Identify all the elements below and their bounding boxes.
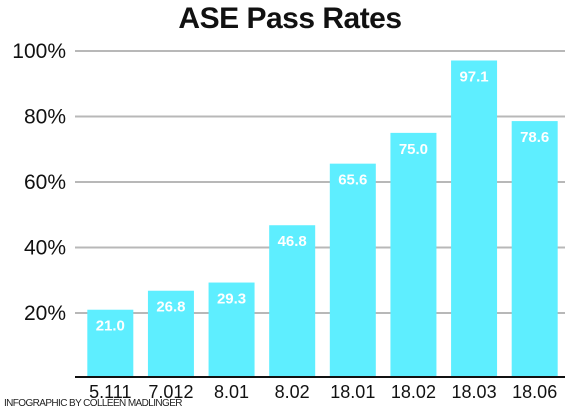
data-label: 75.0 [399, 141, 428, 158]
data-label: 26.8 [156, 299, 185, 316]
bar [87, 309, 134, 377]
data-label: 21.0 [96, 318, 125, 335]
y-axis-ticks: 20% 40% 60% 80% 100% [12, 40, 66, 325]
x-tick-label: 8.02 [275, 382, 310, 402]
bar [147, 290, 194, 377]
bar [329, 163, 376, 377]
chart-title: ASE Pass Rates [178, 2, 402, 35]
y-tick-label: 80% [24, 106, 66, 129]
bar [451, 60, 498, 378]
y-tick-label: 40% [24, 237, 66, 260]
y-tick-label: 20% [24, 302, 66, 325]
x-tick-label: 18.06 [512, 382, 557, 402]
data-label: 97.1 [459, 68, 488, 85]
x-tick-label: 18.02 [391, 382, 436, 402]
x-tick-label: 8.01 [214, 382, 249, 402]
data-label: 65.6 [338, 172, 367, 189]
y-tick-label: 100% [12, 40, 66, 63]
bar [390, 132, 437, 377]
x-tick-label: 18.01 [330, 382, 375, 402]
bar [511, 121, 558, 378]
y-tick-label: 60% [24, 171, 66, 194]
bar [208, 282, 255, 377]
x-tick-label: 18.03 [452, 382, 497, 402]
data-labels: 21.0 26.8 29.3 46.8 65.6 75.0 97.1 78.6 [96, 68, 550, 334]
bars [87, 60, 558, 378]
credit-line: INFOGRAPHIC BY COLLEEN MADLINGER [4, 398, 182, 409]
data-label: 29.3 [217, 291, 246, 308]
bar [269, 225, 316, 377]
x-tick-label: 5.111 [89, 382, 131, 402]
data-label: 46.8 [278, 233, 307, 250]
data-label: 78.6 [520, 129, 549, 146]
x-axis-ticks: 5.111 7.012 8.01 8.02 18.01 18.02 18.03 18.06 [89, 382, 557, 402]
x-tick-label: 7.012 [148, 382, 193, 402]
